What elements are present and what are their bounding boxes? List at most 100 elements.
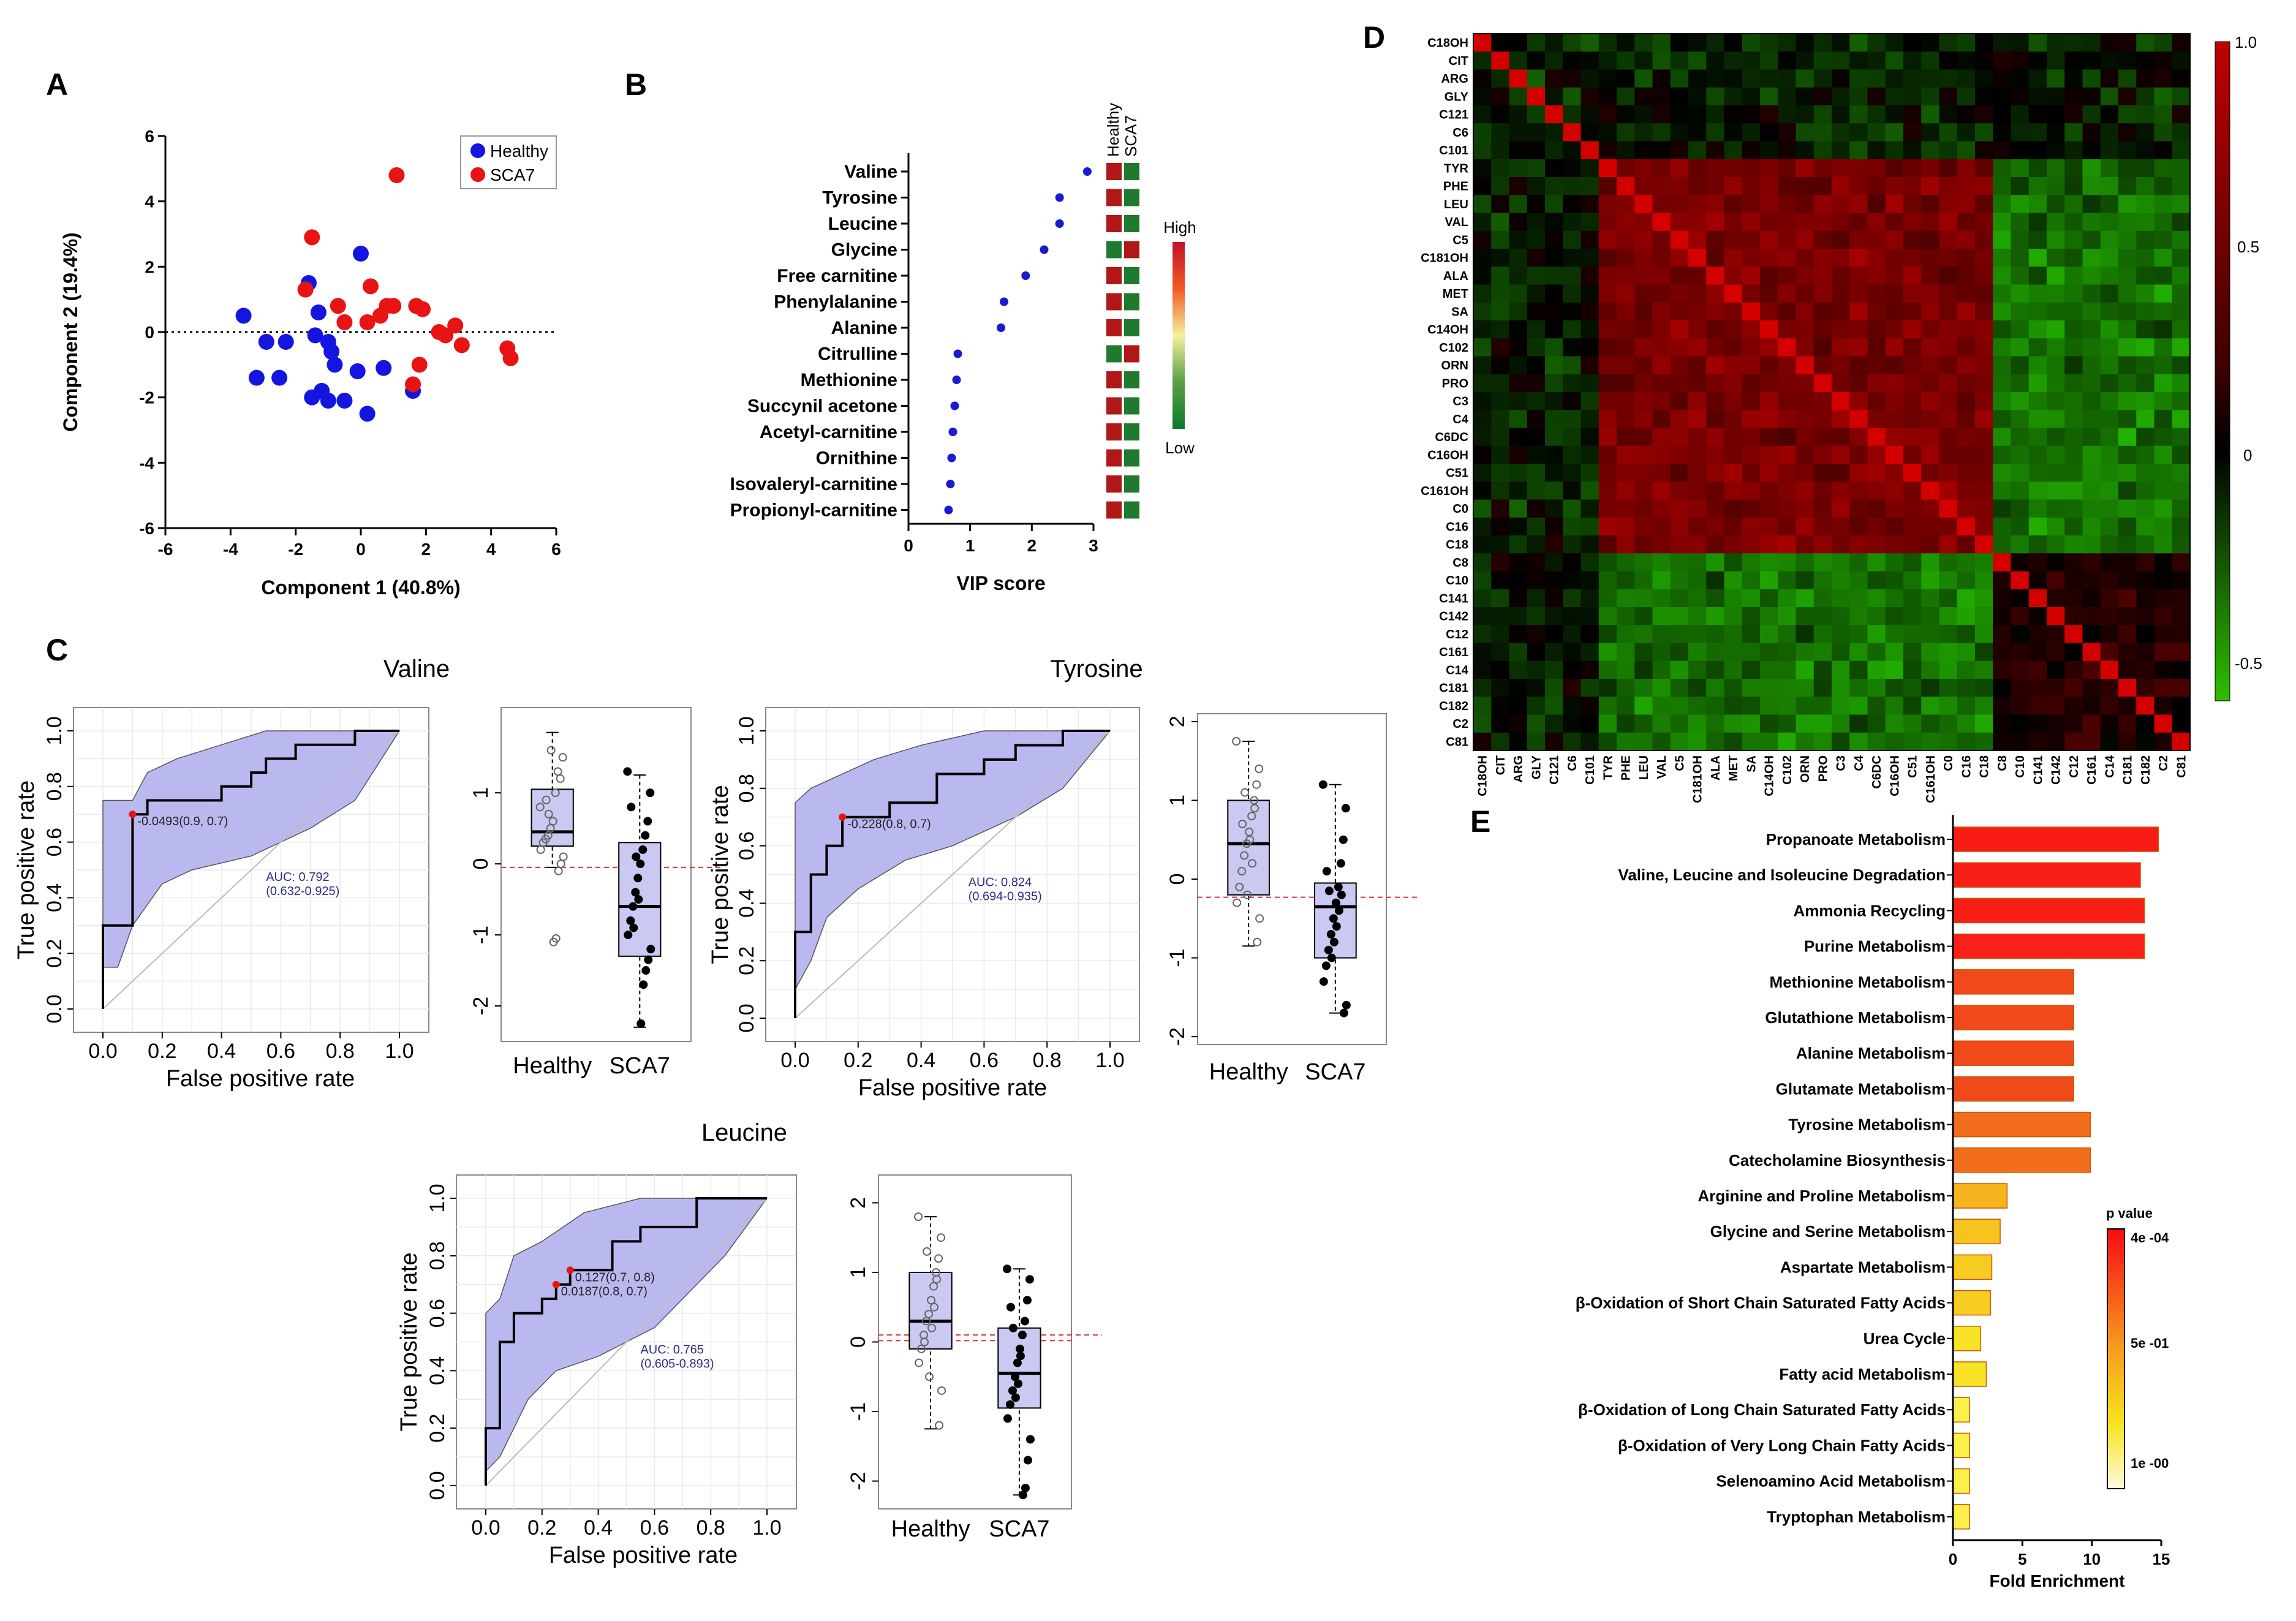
d-heat-cell [1975, 177, 1993, 195]
d-heat-cell [1796, 356, 1815, 375]
c-roc-y-tick-label: 0.6 [43, 828, 66, 856]
d-col-label: VAL [1655, 755, 1669, 779]
d-heat-cell [1778, 571, 1796, 590]
d-heat-cell [1545, 732, 1563, 751]
d-heat-cell [1993, 213, 2011, 232]
a-point-healthy [271, 369, 288, 386]
d-heat-cell [2082, 445, 2101, 464]
c-box-point [629, 923, 638, 932]
d-heat-cell [1563, 660, 1581, 679]
d-heat-cell [1742, 177, 1761, 195]
d-heat-cell [1993, 553, 2011, 572]
d-heat-cell [1903, 553, 1922, 572]
d-col-label: C18OH [1476, 755, 1490, 796]
d-heat-cell [1939, 69, 1958, 88]
d-heat-cell [1563, 697, 1581, 715]
d-heat-cell [1849, 177, 1868, 195]
d-heat-cell [1580, 141, 1599, 160]
d-heat-cell [2100, 177, 2119, 195]
d-heat-cell [1993, 69, 2011, 88]
d-heat-cell [2100, 34, 2119, 52]
d-heat-cell [1939, 213, 1958, 232]
d-row-label: GLY [1444, 90, 1469, 104]
e-bar [1952, 1076, 2074, 1102]
b-heat-cell [1124, 215, 1139, 232]
b-heat-cell [1124, 371, 1139, 388]
d-heat-cell [1939, 571, 1958, 590]
d-heat-cell [1796, 625, 1815, 643]
d-heat-cell [1670, 34, 1689, 52]
d-heat-cell [1706, 499, 1724, 518]
d-heat-cell [2118, 679, 2137, 697]
c-roc-x-tick-label: 0.0 [88, 1040, 117, 1063]
d-heat-cell [1491, 213, 1509, 232]
d-heat-cell [1903, 159, 1922, 178]
d-heat-cell [1617, 499, 1635, 518]
d-heat-cell [1885, 266, 1904, 285]
d-heat-cell [1652, 51, 1671, 70]
c-box-point [1322, 867, 1331, 876]
c-box-point [1339, 1008, 1348, 1018]
d-heat-cell [1527, 535, 1546, 554]
d-heat-cell [2136, 428, 2154, 447]
d-heat-cell [2100, 553, 2119, 572]
d-heat-cell [1652, 589, 1671, 608]
d-heat-cell [1563, 553, 1581, 572]
d-heat-cell [1706, 714, 1724, 733]
d-heat-cell [1509, 697, 1528, 715]
d-heat-cell [1867, 499, 1886, 518]
d-heat-cell [1473, 51, 1492, 70]
d-heat-cell [1706, 266, 1724, 285]
d-heat-cell [2082, 320, 2101, 339]
d-heat-cell [2028, 697, 2047, 715]
d-heat-cell [1796, 571, 1815, 590]
c-roc-x-axis-label: False positive rate [549, 1543, 738, 1568]
c-roc-x-tick-label: 0.8 [697, 1516, 725, 1540]
d-heat-cell [1813, 195, 1832, 213]
d-heat-cell [1832, 445, 1850, 464]
c-box-point [631, 888, 640, 897]
c-box-point [1255, 765, 1264, 773]
d-heat-cell [1796, 195, 1815, 213]
d-heat-cell [1921, 392, 1939, 410]
c-roc-x-tick-label: 0.2 [527, 1516, 556, 1540]
d-heat-cell [2172, 732, 2191, 751]
d-heat-cell [1491, 428, 1509, 447]
d-heat-cell [2154, 660, 2173, 679]
d-heat-cell [1993, 607, 2011, 625]
d-heat-cell [2082, 69, 2101, 88]
d-heat-cell [1921, 51, 1939, 70]
c-box-y-tick-label: 2 [1166, 716, 1189, 727]
d-heat-cell [1867, 697, 1886, 715]
d-heat-cell [1688, 195, 1707, 213]
d-heat-cell [1652, 87, 1671, 106]
d-heat-cell [1527, 374, 1546, 393]
d-heat-cell [2118, 553, 2137, 572]
d-heat-cell [1867, 607, 1886, 625]
d-heat-cell [1563, 499, 1581, 518]
d-heat-cell [1975, 249, 1993, 267]
d-heat-cell [1867, 87, 1886, 106]
d-heat-cell [2011, 697, 2030, 715]
d-heat-cell [2011, 69, 2030, 88]
d-heat-cell [2172, 159, 2191, 178]
c-roc-auc-ci: (0.632-0.925) [266, 885, 339, 898]
d-heat-cell [1670, 213, 1689, 232]
d-heat-cell [2064, 445, 2083, 464]
d-heat-cell [2082, 230, 2101, 249]
d-heat-cell [1742, 697, 1761, 715]
d-col-label: C6 [1566, 755, 1579, 771]
d-heat-cell [1849, 589, 1868, 608]
d-heat-cell [1957, 535, 1976, 554]
d-heat-cell [2100, 732, 2119, 751]
d-heat-cell [2011, 625, 2030, 643]
d-heat-cell [1580, 625, 1599, 643]
d-heat-cell [1509, 105, 1528, 124]
d-heat-cell [1473, 213, 1492, 232]
d-heat-cell [2047, 589, 2065, 608]
d-heat-cell [1921, 302, 1939, 321]
d-heat-cell [1760, 284, 1778, 303]
d-heat-cell [1580, 499, 1599, 518]
d-heat-cell [1580, 732, 1599, 751]
d-heat-cell [2064, 141, 2083, 160]
